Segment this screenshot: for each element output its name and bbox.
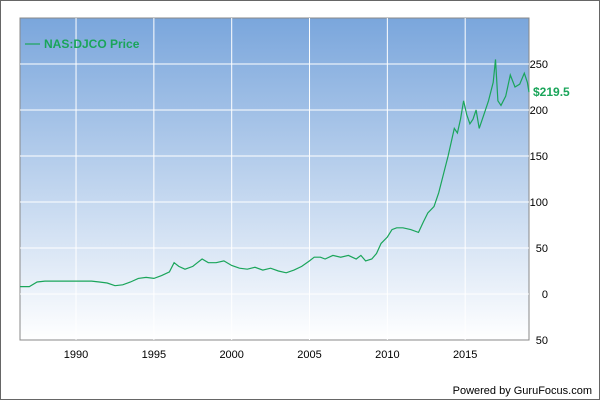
y-tick-label: 250 [530, 59, 548, 71]
x-tick-label: 1990 [64, 349, 88, 361]
series-line-djco [20, 59, 530, 288]
y-tick-label: 50 [536, 243, 548, 255]
grid-layer [20, 18, 529, 340]
x-tick-label: 2005 [297, 349, 321, 361]
x-tick-label: 1995 [142, 349, 166, 361]
x-tick-label: 2015 [453, 349, 477, 361]
y-tick-label: 200 [530, 105, 548, 117]
last-value-label: $219.5 [533, 85, 570, 99]
x-tick-label: 2010 [375, 349, 399, 361]
y-tick-label: 50 [536, 335, 548, 347]
plot-background [19, 17, 530, 341]
legend-label: NAS:DJCO Price [44, 37, 140, 51]
y-tick-label: 150 [530, 151, 548, 163]
x-tick-label: 2000 [219, 349, 243, 361]
legend: NAS:DJCO Price [25, 37, 140, 51]
y-tick-label: 0 [542, 289, 548, 301]
credit-text: Powered by GuruFocus.com [453, 385, 592, 397]
tick-labels: 1990 1995 2000 2005 2010 2015 50 0 50 100 150 200 25… [64, 59, 548, 361]
y-tick-label: 100 [530, 197, 548, 209]
